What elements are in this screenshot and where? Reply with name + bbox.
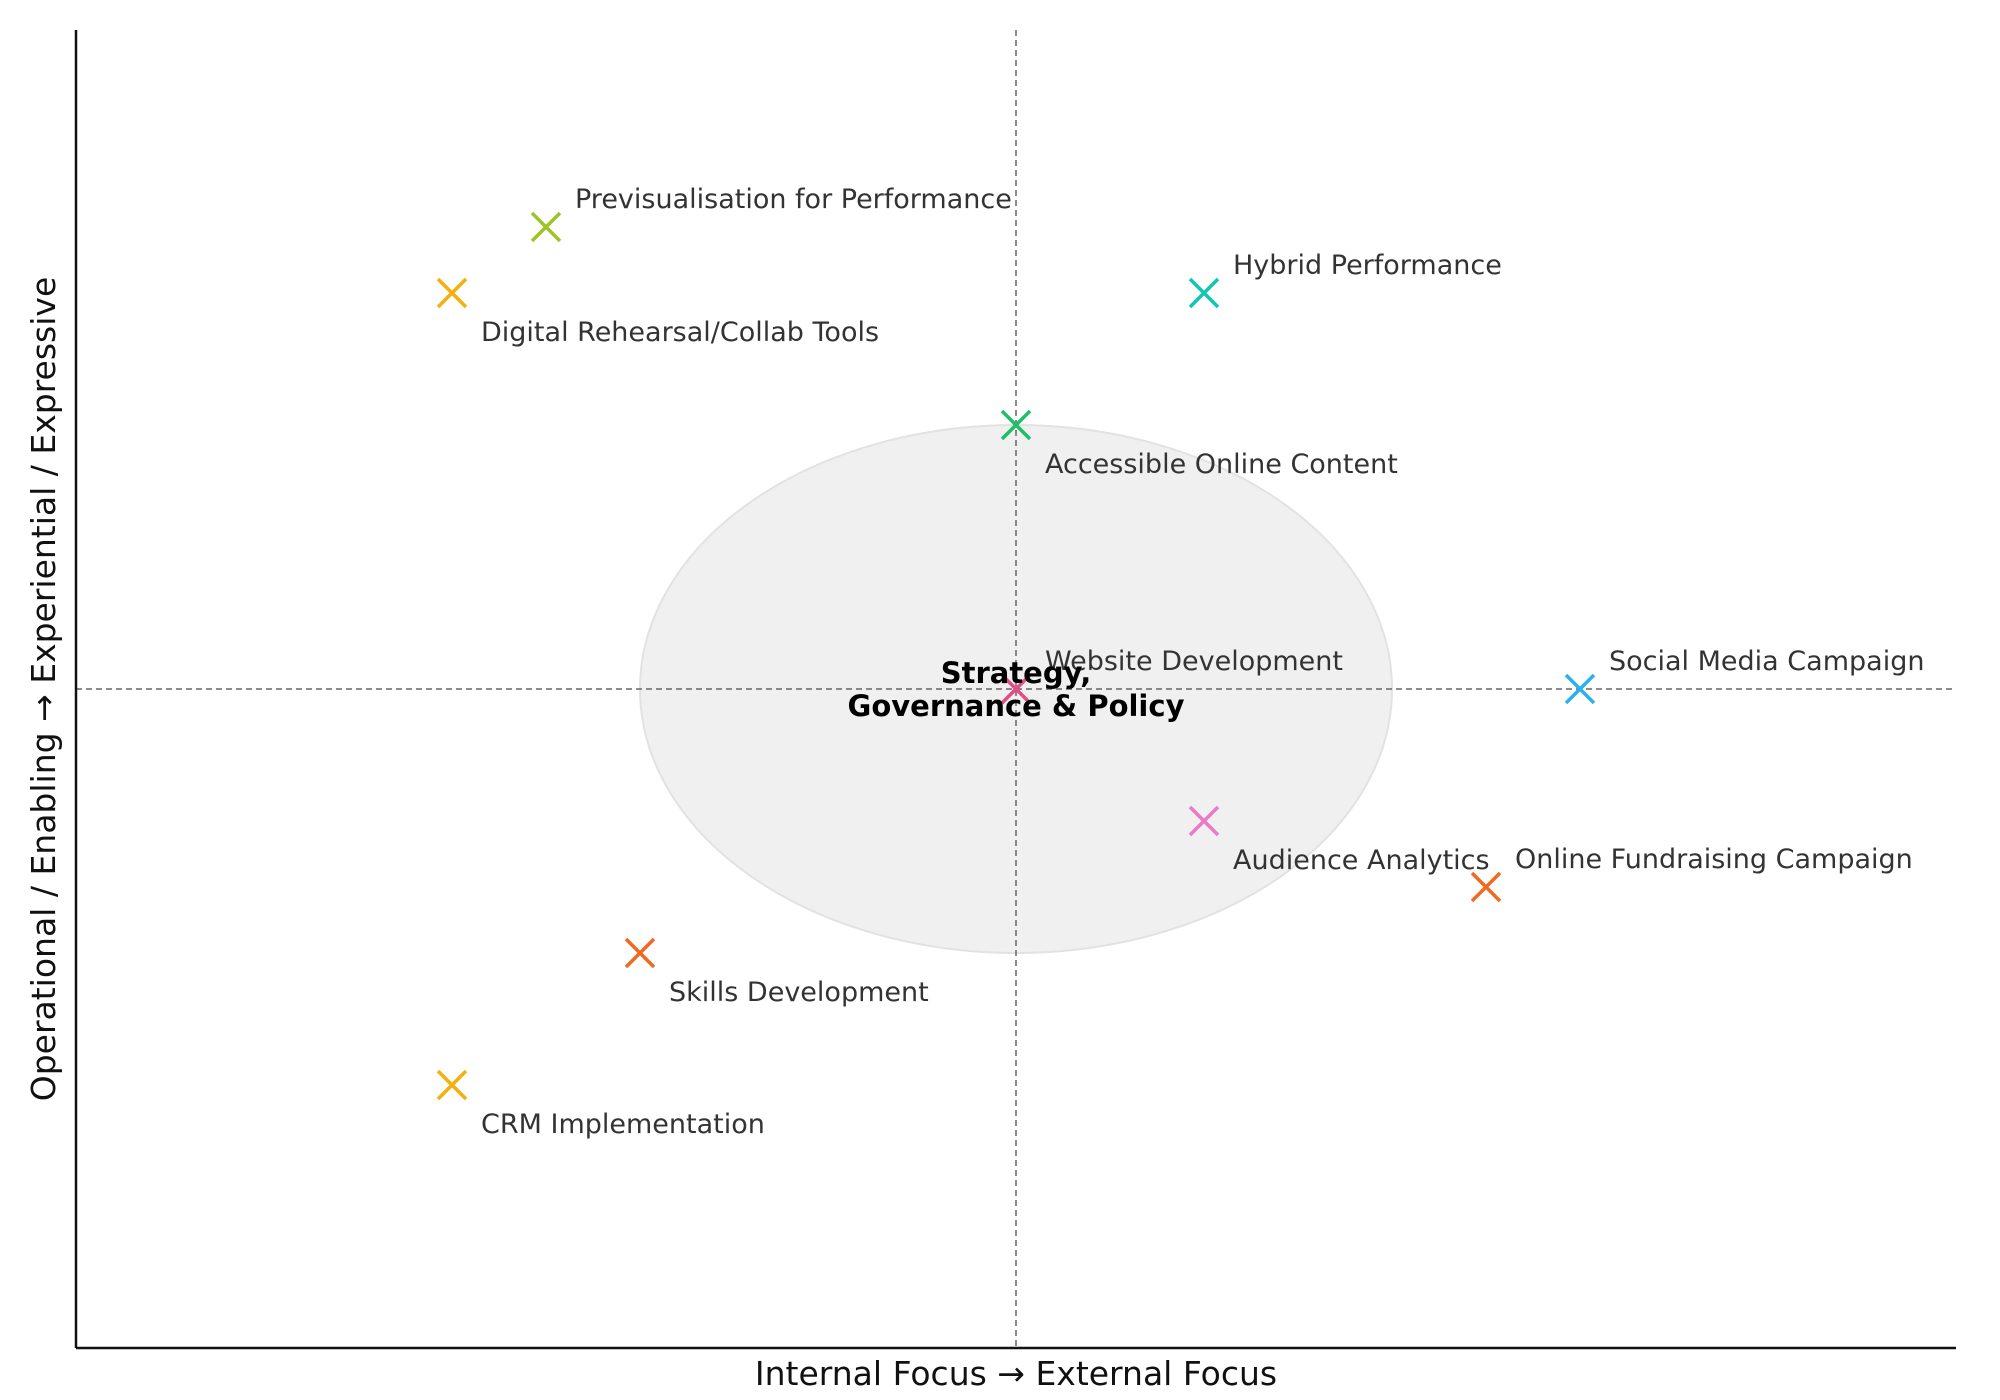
data-point-5: Social Media Campaign <box>1564 646 1924 705</box>
x-marker-stroke <box>1000 673 1032 705</box>
point-label: Online Fundraising Campaign <box>1515 844 1913 875</box>
x-marker-stroke <box>436 277 468 309</box>
point-label: Digital Rehearsal/Collab Tools <box>481 317 879 348</box>
data-points-layer: Previsualisation for Performance Digital … <box>436 184 1924 1140</box>
point-label: Social Media Campaign <box>1609 646 1924 677</box>
x-marker-stroke <box>1470 871 1502 903</box>
x-marker-stroke <box>530 211 562 243</box>
point-label: CRM Implementation <box>481 1109 765 1140</box>
data-point-2: Hybrid Performance <box>1188 250 1502 309</box>
point-label: Skills Development <box>669 977 929 1008</box>
x-marker-stroke <box>1188 805 1220 837</box>
point-label: Previsualisation for Performance <box>575 184 1012 215</box>
center-region-label-line2: Governance & Policy <box>848 689 1185 723</box>
data-point-7: Online Fundraising Campaign <box>1470 844 1913 903</box>
x-marker-stroke <box>1188 277 1220 309</box>
center-region-label-line1: Strategy, <box>941 656 1092 690</box>
data-point-9: CRM Implementation <box>436 1069 765 1140</box>
x-marker-stroke <box>1564 673 1596 705</box>
x-marker-stroke <box>436 1069 468 1101</box>
data-point-8: Skills Development <box>624 937 929 1008</box>
point-label: Accessible Online Content <box>1045 449 1398 480</box>
data-point-3: Accessible Online Content <box>1000 409 1398 480</box>
point-label: Hybrid Performance <box>1233 250 1502 281</box>
data-point-4: Website Development <box>1000 646 1343 705</box>
point-label: Audience Analytics <box>1233 845 1490 876</box>
point-label: Website Development <box>1045 646 1343 677</box>
x-marker-stroke <box>1000 409 1032 441</box>
x-axis-title: Internal Focus → External Focus <box>755 1354 1277 1393</box>
data-point-1: Digital Rehearsal/Collab Tools <box>436 277 879 348</box>
data-point-6: Audience Analytics <box>1188 805 1490 876</box>
data-point-0: Previsualisation for Performance <box>530 184 1012 243</box>
x-marker-stroke <box>624 937 656 969</box>
y-axis-title: Operational / Enabling → Experiential / … <box>24 277 63 1102</box>
